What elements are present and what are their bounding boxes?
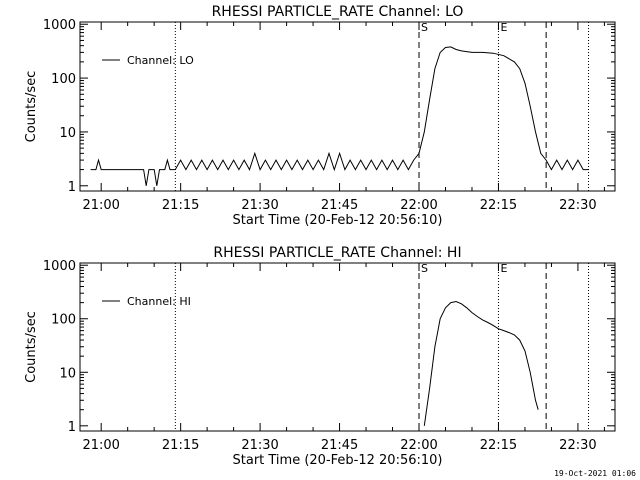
- y-tick-label: 1: [68, 180, 76, 195]
- x-tick-label: 21:15: [162, 198, 199, 213]
- x-tick-label: 22:00: [400, 198, 437, 213]
- series-line-0: [423, 300, 539, 426]
- footer-timestamp: 19-Oct-2021 01:06: [554, 469, 636, 478]
- x-tick-label: 22:30: [559, 438, 596, 453]
- y-tick-label: 100: [51, 313, 76, 328]
- marker-label: E: [500, 262, 507, 275]
- x-axis-label: Start Time (20-Feb-12 20:56:10): [233, 213, 443, 228]
- x-tick-label: 21:30: [241, 198, 278, 213]
- x-tick-label: 21:30: [241, 438, 278, 453]
- x-axis-label: Start Time (20-Feb-12 20:56:10): [233, 453, 443, 468]
- marker-label: S: [421, 262, 428, 275]
- y-tick-label: 1: [68, 420, 76, 435]
- chart-title: RHESSI PARTICLE_RATE Channel: HI: [213, 245, 461, 261]
- legend-entry: Channel: HI: [127, 295, 191, 308]
- x-tick-label: 22:00: [400, 438, 437, 453]
- y-axis-label: Counts/sec: [24, 71, 39, 143]
- chart-title: RHESSI PARTICLE_RATE Channel: LO: [212, 4, 464, 20]
- y-axis-label: Counts/sec: [24, 311, 39, 383]
- series-line-0: [90, 46, 589, 186]
- x-tick-label: 22:15: [480, 438, 517, 453]
- x-tick-label: 21:45: [321, 438, 358, 453]
- legend-entry: Channel: LO: [127, 54, 194, 67]
- x-tick-label: 21:00: [82, 198, 119, 213]
- x-tick-label: 21:15: [162, 438, 199, 453]
- marker-label: S: [421, 21, 428, 34]
- plot-frame: [79, 262, 616, 432]
- x-tick-label: 21:00: [82, 438, 119, 453]
- y-tick-label: 100: [51, 72, 76, 87]
- y-tick-label: 1000: [43, 18, 76, 33]
- y-tick-label: 1000: [43, 259, 76, 274]
- y-tick-label: 10: [59, 126, 76, 141]
- x-tick-label: 22:15: [480, 198, 517, 213]
- x-tick-label: 22:30: [559, 198, 596, 213]
- y-tick-label: 10: [59, 366, 76, 381]
- x-tick-label: 21:45: [321, 198, 358, 213]
- marker-label: E: [500, 21, 507, 34]
